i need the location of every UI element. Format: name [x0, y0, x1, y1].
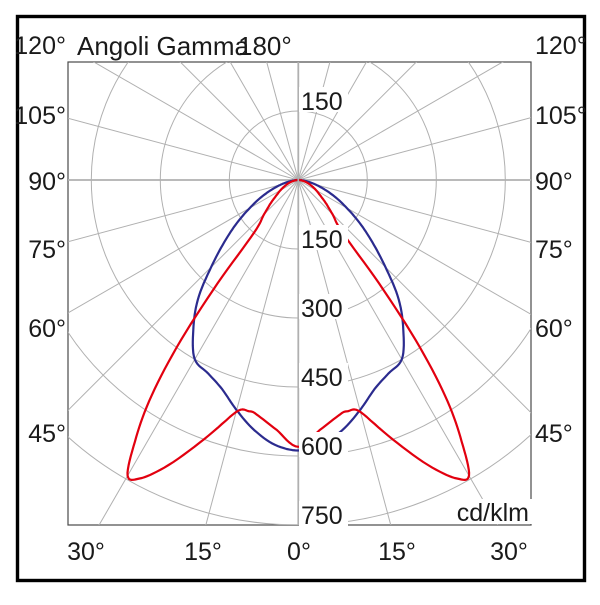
ring-value-label: 750 — [301, 502, 343, 530]
polar-ray — [297, 179, 531, 414]
ring-value-labels: 150 150 300 450 600 750 — [299, 87, 348, 530]
unit-label-backplate — [443, 499, 532, 524]
polar-ray — [68, 179, 299, 243]
gamma-label-bottom: 30° — [490, 538, 528, 566]
gamma-label-left: 75° — [28, 236, 66, 264]
gamma-label-right: 90° — [535, 168, 573, 196]
gamma-label-right: 105° — [535, 102, 587, 130]
ring-value-label-backplate — [299, 432, 348, 457]
polar-ray — [298, 179, 531, 315]
chart-title: Angoli Gamma — [77, 31, 249, 61]
gamma-label-right: 45° — [535, 420, 573, 448]
polar-ray — [297, 62, 331, 181]
polar-ray — [92, 62, 299, 181]
ring-value-label-backplate — [299, 294, 348, 319]
gamma-label-left: 90° — [28, 168, 66, 196]
ring-value-label-backplate — [299, 363, 348, 388]
intensity-red-curve — [126, 178, 471, 481]
gamma-label-left: 60° — [28, 315, 66, 343]
polar-ray — [297, 62, 368, 181]
gamma-label-left: 45° — [28, 420, 66, 448]
unit-label: cd/klm — [457, 499, 529, 527]
polar-ray — [68, 117, 299, 181]
gamma-angle-labels: 120° 120° 105° 105° 90° 90° 75° 75° 60° 60° 45° 45°… — [14, 32, 586, 566]
polar-ray — [298, 117, 531, 181]
ring-value-label: 600 — [301, 433, 343, 461]
polar-ray — [297, 179, 499, 525]
ring-value-label-backplate — [299, 501, 348, 526]
polar-ray — [229, 62, 299, 181]
ring-value-label: 150 — [301, 226, 343, 254]
gamma-label-bottom: 15° — [378, 538, 416, 566]
polar-ring — [159, 62, 437, 319]
polar-ring — [68, 327, 531, 457]
polar-ray — [298, 62, 504, 181]
gamma-label-right: 120° — [535, 32, 587, 60]
outer-frame — [15, 14, 587, 583]
gamma-label-left: 105° — [14, 102, 66, 130]
unit-label-group: cd/klm — [443, 499, 532, 527]
gamma-label-bottom: 0° — [287, 538, 311, 566]
gamma-label-bottom: 15° — [184, 538, 222, 566]
intensity-blue-curve — [191, 178, 405, 452]
ring-value-label-backplate — [299, 225, 348, 250]
ring-value-label-upper: 150 — [301, 88, 343, 116]
intensity-curves — [126, 178, 471, 481]
polar-ray — [179, 62, 299, 181]
polar-ray — [297, 62, 418, 181]
gamma-label-right: 60° — [535, 315, 573, 343]
polar-ring — [228, 110, 368, 250]
gamma-label-left: 120° — [14, 32, 66, 60]
ring-value-label: 450 — [301, 364, 343, 392]
polar-ray — [205, 179, 299, 525]
ring-value-label: 300 — [301, 295, 343, 323]
polar-ray — [68, 179, 299, 412]
polar-ray — [68, 179, 299, 314]
top-center-angle-label: 180° — [238, 31, 292, 61]
polar-ray — [298, 179, 531, 243]
polar-ray — [266, 62, 299, 181]
ring-value-label-upper-backplate — [299, 87, 348, 112]
polar-ray — [297, 179, 392, 525]
polar-ray — [98, 179, 299, 525]
gamma-label-right: 75° — [535, 236, 573, 264]
polar-ring — [90, 62, 506, 388]
gamma-label-bottom: 30° — [67, 538, 105, 566]
